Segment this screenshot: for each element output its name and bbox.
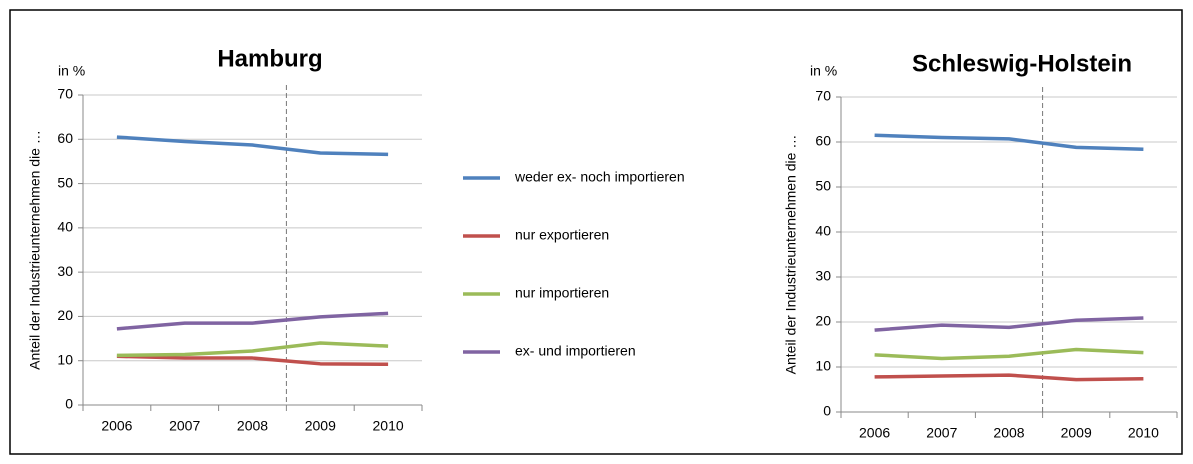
x-tick-label: 2010 (373, 418, 404, 434)
y-tick-label: 40 (815, 223, 831, 239)
x-tick-label: 2010 (1128, 425, 1159, 441)
y-axis-label: Anteil der Industrieunternehmen die … (27, 130, 43, 370)
series-line (874, 316, 1144, 332)
x-tick-label: 2008 (237, 418, 268, 434)
x-tick-label: 2007 (926, 425, 957, 441)
series-line (116, 135, 389, 157)
x-tick-label: 2008 (993, 425, 1024, 441)
y-tick-label: 70 (815, 88, 831, 104)
series-line (116, 341, 389, 358)
y-tick-label: 0 (65, 396, 73, 412)
y-tick-label: 60 (57, 130, 73, 146)
x-tick-label: 2006 (859, 425, 890, 441)
y-tick-label: 40 (57, 219, 73, 235)
legend-label: nur exportieren (515, 227, 609, 243)
series-line (874, 133, 1144, 151)
series-line (874, 347, 1144, 361)
series-line (116, 311, 389, 331)
y-tick-label: 60 (815, 133, 831, 149)
y-tick-label: 10 (57, 351, 73, 367)
y-tick-label: 0 (823, 403, 831, 419)
legend-label: nur importieren (515, 285, 609, 301)
x-tick-label: 2009 (1061, 425, 1092, 441)
chart-title: Schleswig-Holstein (912, 50, 1132, 77)
y-tick-label: 30 (57, 263, 73, 279)
unit-label: in % (810, 63, 837, 79)
legend-label: ex- und importieren (515, 343, 636, 359)
y-tick-label: 50 (57, 174, 73, 190)
y-tick-label: 20 (57, 307, 73, 323)
x-tick-label: 2007 (169, 418, 200, 434)
y-tick-label: 20 (815, 313, 831, 329)
y-tick-label: 50 (815, 178, 831, 194)
unit-label: in % (58, 63, 85, 79)
series-line (116, 354, 389, 367)
y-tick-label: 70 (57, 86, 73, 102)
y-tick-label: 10 (815, 358, 831, 374)
chart-title: Hamburg (217, 45, 322, 72)
legend-label: weder ex- noch importieren (514, 169, 685, 185)
y-tick-label: 30 (815, 268, 831, 284)
y-axis-label: Anteil der Industrieunternehmen die … (783, 135, 799, 375)
x-tick-label: 2006 (101, 418, 132, 434)
x-tick-label: 2009 (305, 418, 336, 434)
series-line (874, 373, 1144, 382)
